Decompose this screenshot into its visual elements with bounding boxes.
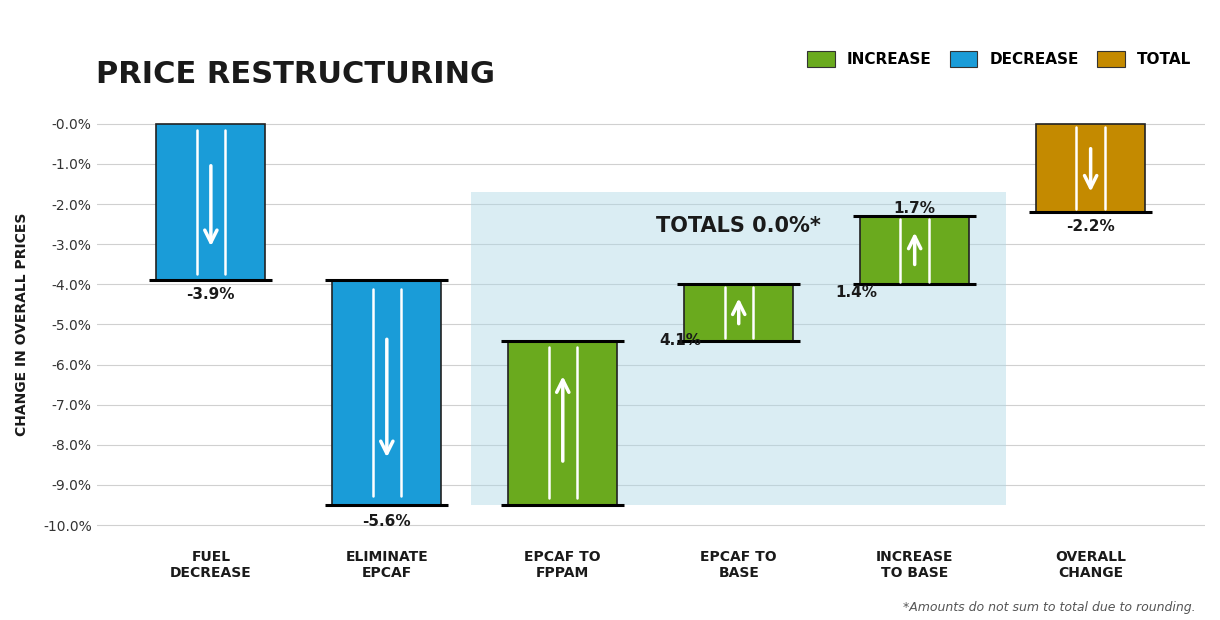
Bar xyxy=(1036,124,1146,212)
Bar xyxy=(332,280,442,505)
Bar xyxy=(471,192,1006,505)
Bar xyxy=(509,340,617,505)
Text: -3.9%: -3.9% xyxy=(187,287,235,302)
Bar xyxy=(860,216,969,285)
Text: TOTALS 0.0%*: TOTALS 0.0%* xyxy=(656,216,821,236)
Text: PRICE RESTRUCTURING: PRICE RESTRUCTURING xyxy=(96,60,495,89)
Text: *Amounts do not sum to total due to rounding.: *Amounts do not sum to total due to roun… xyxy=(903,601,1196,614)
Y-axis label: CHANGE IN OVERALL PRICES: CHANGE IN OVERALL PRICES xyxy=(15,213,29,436)
Bar xyxy=(156,124,266,280)
Text: 4.1%: 4.1% xyxy=(660,333,702,348)
Text: -5.6%: -5.6% xyxy=(362,513,411,529)
Text: 1.7%: 1.7% xyxy=(894,201,936,216)
Bar xyxy=(684,285,793,340)
Legend: INCREASE, DECREASE, TOTAL: INCREASE, DECREASE, TOTAL xyxy=(802,45,1197,73)
Text: 1.4%: 1.4% xyxy=(836,285,877,300)
Text: -2.2%: -2.2% xyxy=(1066,219,1115,234)
